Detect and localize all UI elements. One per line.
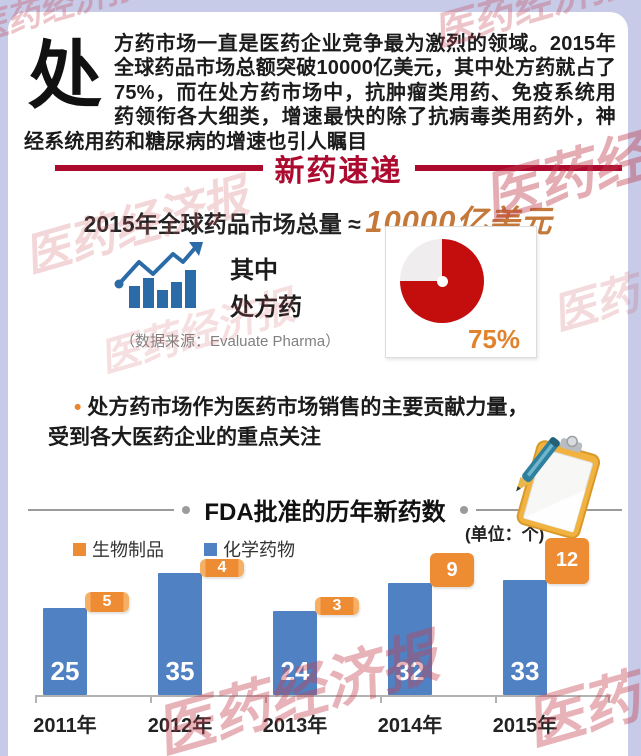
clipboard-pen-icon xyxy=(516,435,601,539)
unit-note: (单位：个) xyxy=(465,525,545,544)
legend-item-chem: 化学药物 xyxy=(204,536,295,562)
chem-bar: 32 xyxy=(388,583,432,695)
fda-bar-plot: 25 5 2011年 35 4 2012年 24 3 2013年 32 9 2014年 33 12 2015… xyxy=(33,532,610,756)
market-pie xyxy=(400,239,484,323)
legend-label-bio: 生物制品 xyxy=(92,540,164,560)
among-line1: 其中 xyxy=(230,257,278,284)
header-line-right xyxy=(414,165,622,171)
year-label: 2012年 xyxy=(147,715,213,737)
axis-tick xyxy=(150,695,152,703)
fda-chart-title: FDA批准的历年新药数 xyxy=(204,499,446,526)
pie-center-dot xyxy=(436,275,448,287)
title-dot-right xyxy=(459,505,468,514)
year-label: 2011年 xyxy=(33,715,97,737)
year-label: 2013年 xyxy=(262,715,328,737)
content-card: 处 方药市场一直是医药企业竞争最为激烈的领域。2015年全球药品市场总额突破10… xyxy=(8,12,628,756)
pie-panel: 75% xyxy=(385,226,537,358)
chem-bar-value: 33 xyxy=(510,656,540,686)
highlight-line1: • 处方药市场作为医药市场销售的主要贡献力量， xyxy=(74,396,529,419)
bullet-icon: • xyxy=(74,396,82,419)
axis-tick xyxy=(495,695,497,703)
legend-swatch-chem xyxy=(204,542,217,556)
trend-chart-icon xyxy=(114,242,203,308)
year-label: 2015年 xyxy=(492,715,558,737)
pie-percentage-label: 75% xyxy=(467,324,520,354)
chem-bar: 24 xyxy=(273,611,317,695)
header-line-left xyxy=(55,165,263,171)
year-label: 2014年 xyxy=(377,715,443,737)
section-header: 新药速递 xyxy=(55,146,622,190)
intro-section: 处 方药市场一直是医药企业竞争最为激烈的领域。2015年全球药品市场总额突破10… xyxy=(24,32,616,154)
data-source-note: （数据来源：Evaluate Pharma） xyxy=(120,333,341,350)
among-line2: 处方药 xyxy=(230,294,302,322)
among-text: 其中 处方药 xyxy=(230,252,302,326)
chem-bar-value: 25 xyxy=(50,656,80,686)
intro-paragraph: 方药市场一直是医药企业竞争最为激烈的领域。2015年全球药品市场总额突破1000… xyxy=(24,33,616,153)
bio-tag: 5 xyxy=(85,592,129,612)
axis-tick xyxy=(380,695,382,703)
bio-tag: 12 xyxy=(545,537,589,584)
x-axis-line xyxy=(35,695,610,697)
axis-tick xyxy=(35,695,37,703)
market-total-label: 2015年全球药品市场总量 ≈ xyxy=(83,211,361,237)
chem-bar-value: 32 xyxy=(395,656,425,686)
title-dot-left xyxy=(182,505,191,514)
chart-legend: 生物制品 化学药物 xyxy=(73,536,295,562)
drop-cap: 处 xyxy=(28,34,102,117)
market-total-line: 2015年全球药品市场总量 ≈ 10000亿美元 xyxy=(38,196,598,241)
title-line-left xyxy=(28,508,175,511)
bio-tag: 4 xyxy=(200,558,244,577)
legend-item-bio: 生物制品 xyxy=(73,536,164,562)
chem-bar-value: 24 xyxy=(280,656,310,686)
legend-swatch-bio xyxy=(73,542,86,556)
axis-tick xyxy=(265,695,267,703)
highlight-line2: 受到各大医药企业的重点关注 xyxy=(48,426,321,450)
bio-tag: 3 xyxy=(315,597,359,615)
bio-tag: 9 xyxy=(430,552,474,587)
highlight-paragraph: • 处方药市场作为医药市场销售的主要贡献力量， 受到各大医药企业的重点关注 xyxy=(48,393,538,454)
chem-bar-value: 35 xyxy=(165,656,195,686)
section-title: 新药速递 xyxy=(274,155,403,188)
chem-bar: 35 xyxy=(158,572,202,695)
chem-bar: 33 xyxy=(503,579,547,695)
axis-tick xyxy=(608,695,610,703)
legend-label-chem: 化学药物 xyxy=(223,540,295,560)
chem-bar: 25 xyxy=(43,607,87,695)
